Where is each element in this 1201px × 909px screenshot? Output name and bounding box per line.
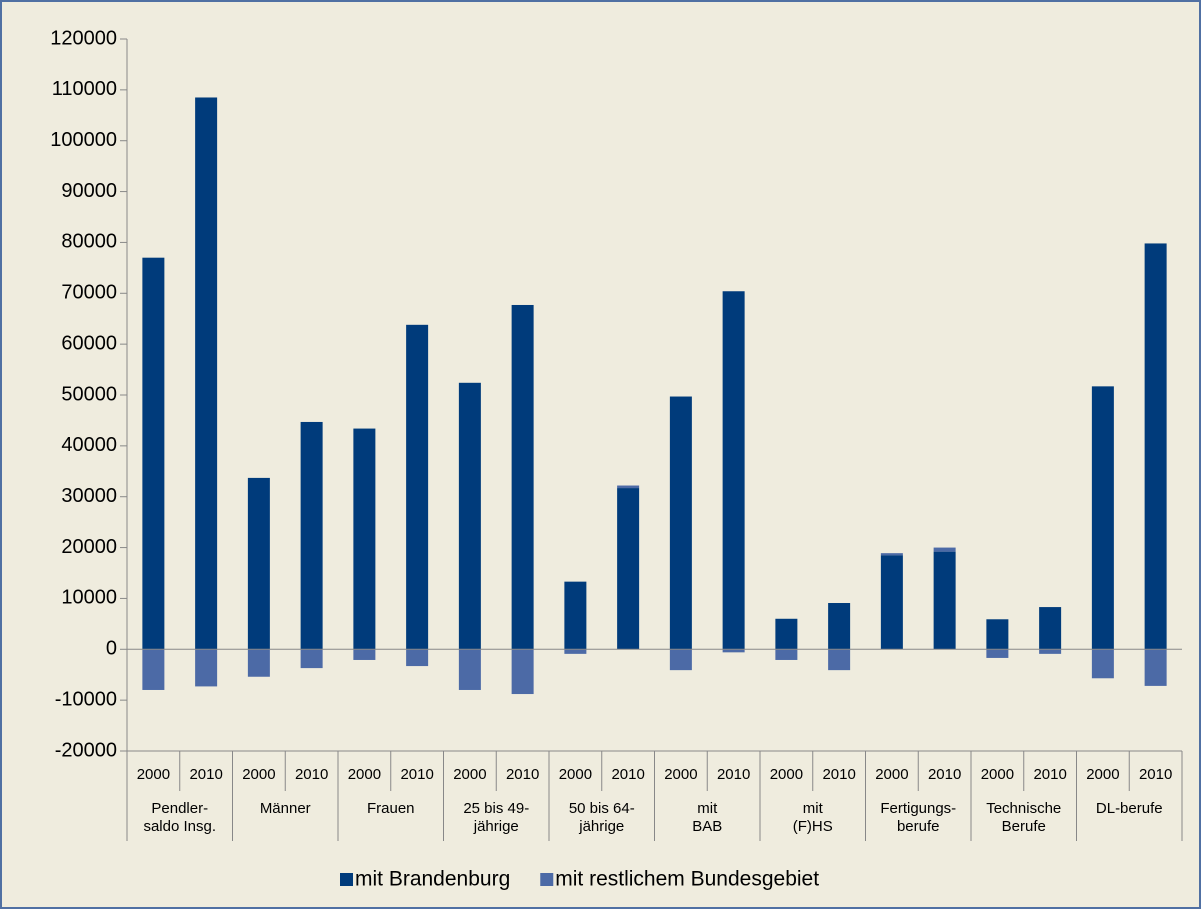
bar (669, 649, 692, 671)
x-tick-label: 2010 (1033, 766, 1066, 783)
y-tick-label: 90000 (61, 180, 117, 202)
x-tick-label: 2000 (1086, 766, 1119, 783)
x-tick-label: 2010 (611, 766, 644, 783)
bar (353, 649, 376, 660)
x-tick-label: 2000 (348, 766, 381, 783)
y-tick-label: -10000 (55, 688, 117, 710)
bar (458, 649, 481, 690)
bar (828, 603, 851, 650)
group-label: DL-berufe (1096, 800, 1163, 817)
group-label: mit (697, 800, 718, 817)
x-tick-label: 2010 (400, 766, 433, 783)
group-label: 25 bis 49- (463, 800, 529, 817)
bar (1091, 649, 1114, 679)
y-tick-label: 20000 (61, 536, 117, 558)
bar (195, 649, 218, 687)
bar (458, 382, 481, 650)
legend-label: mit restlichem Bundesgebiet (555, 868, 819, 891)
y-tick-label: 120000 (50, 27, 117, 49)
y-tick-label: 70000 (61, 282, 117, 304)
group-label: Pendler- (151, 800, 208, 817)
group-label: Männer (260, 800, 311, 817)
y-tick-label: -20000 (55, 739, 117, 761)
bar (300, 421, 323, 650)
bar (511, 649, 534, 695)
x-tick-label: 2000 (770, 766, 803, 783)
y-tick-label: 100000 (50, 129, 117, 151)
bar (986, 619, 1009, 650)
bar (142, 649, 165, 690)
y-tick-label: 40000 (61, 434, 117, 456)
group-label: Berufe (1002, 818, 1046, 835)
x-tick-label: 2010 (1139, 766, 1172, 783)
bar (1144, 243, 1167, 650)
group-label: Fertigungs- (880, 800, 956, 817)
legend-label: mit Brandenburg (355, 868, 510, 891)
bar (195, 97, 218, 650)
x-tick-label: 2000 (137, 766, 170, 783)
bar (828, 649, 851, 671)
x-tick-label: 2000 (981, 766, 1014, 783)
group-label: BAB (692, 818, 722, 835)
bar (617, 488, 640, 650)
x-tick-label: 2010 (822, 766, 855, 783)
x-tick-label: 2000 (559, 766, 592, 783)
x-tick-label: 2000 (453, 766, 486, 783)
x-tick-label: 2000 (875, 766, 908, 783)
y-tick-label: 0 (106, 638, 117, 660)
bar (247, 649, 270, 677)
group-label: saldo Insg. (143, 818, 216, 835)
x-tick-label: 2010 (717, 766, 750, 783)
x-tick-label: 2000 (242, 766, 275, 783)
y-tick-label: 50000 (61, 383, 117, 405)
bar (880, 555, 903, 650)
group-label: 50 bis 64- (569, 800, 635, 817)
x-tick-label: 2010 (189, 766, 222, 783)
bar (722, 291, 745, 650)
group-label: jährige (473, 818, 519, 835)
y-tick-label: 30000 (61, 485, 117, 507)
bar (617, 485, 640, 489)
bar (353, 428, 376, 650)
bar (300, 649, 323, 669)
bar (564, 649, 587, 654)
bar (775, 649, 798, 660)
bar (406, 649, 429, 667)
bar (1039, 607, 1062, 650)
group-label: mit (803, 800, 824, 817)
x-tick-label: 2000 (664, 766, 697, 783)
y-tick-label: 60000 (61, 332, 117, 354)
bar (880, 553, 903, 556)
group-label: Frauen (367, 800, 415, 817)
bar (986, 649, 1009, 658)
group-label: berufe (897, 818, 940, 835)
bar (1091, 386, 1114, 650)
group-label: (F)HS (793, 818, 833, 835)
x-tick-label: 2010 (928, 766, 961, 783)
bar (511, 304, 534, 650)
bar (1039, 649, 1062, 654)
group-label: Technische (986, 800, 1061, 817)
group-label: jährige (578, 818, 624, 835)
legend-swatch (540, 873, 554, 886)
bar (933, 551, 956, 650)
x-tick-label: 2010 (506, 766, 539, 783)
x-tick-label: 2010 (295, 766, 328, 783)
bar (406, 324, 429, 650)
bar (775, 618, 798, 650)
y-tick-label: 80000 (61, 231, 117, 253)
bar (722, 649, 745, 653)
bar (142, 257, 165, 650)
bar (933, 547, 956, 552)
legend-swatch (340, 873, 353, 886)
y-tick-label: 10000 (61, 587, 117, 609)
bar (1144, 649, 1167, 686)
bar (564, 581, 587, 650)
bar (247, 477, 270, 650)
y-tick-label: 110000 (52, 78, 117, 100)
bar (669, 396, 692, 650)
